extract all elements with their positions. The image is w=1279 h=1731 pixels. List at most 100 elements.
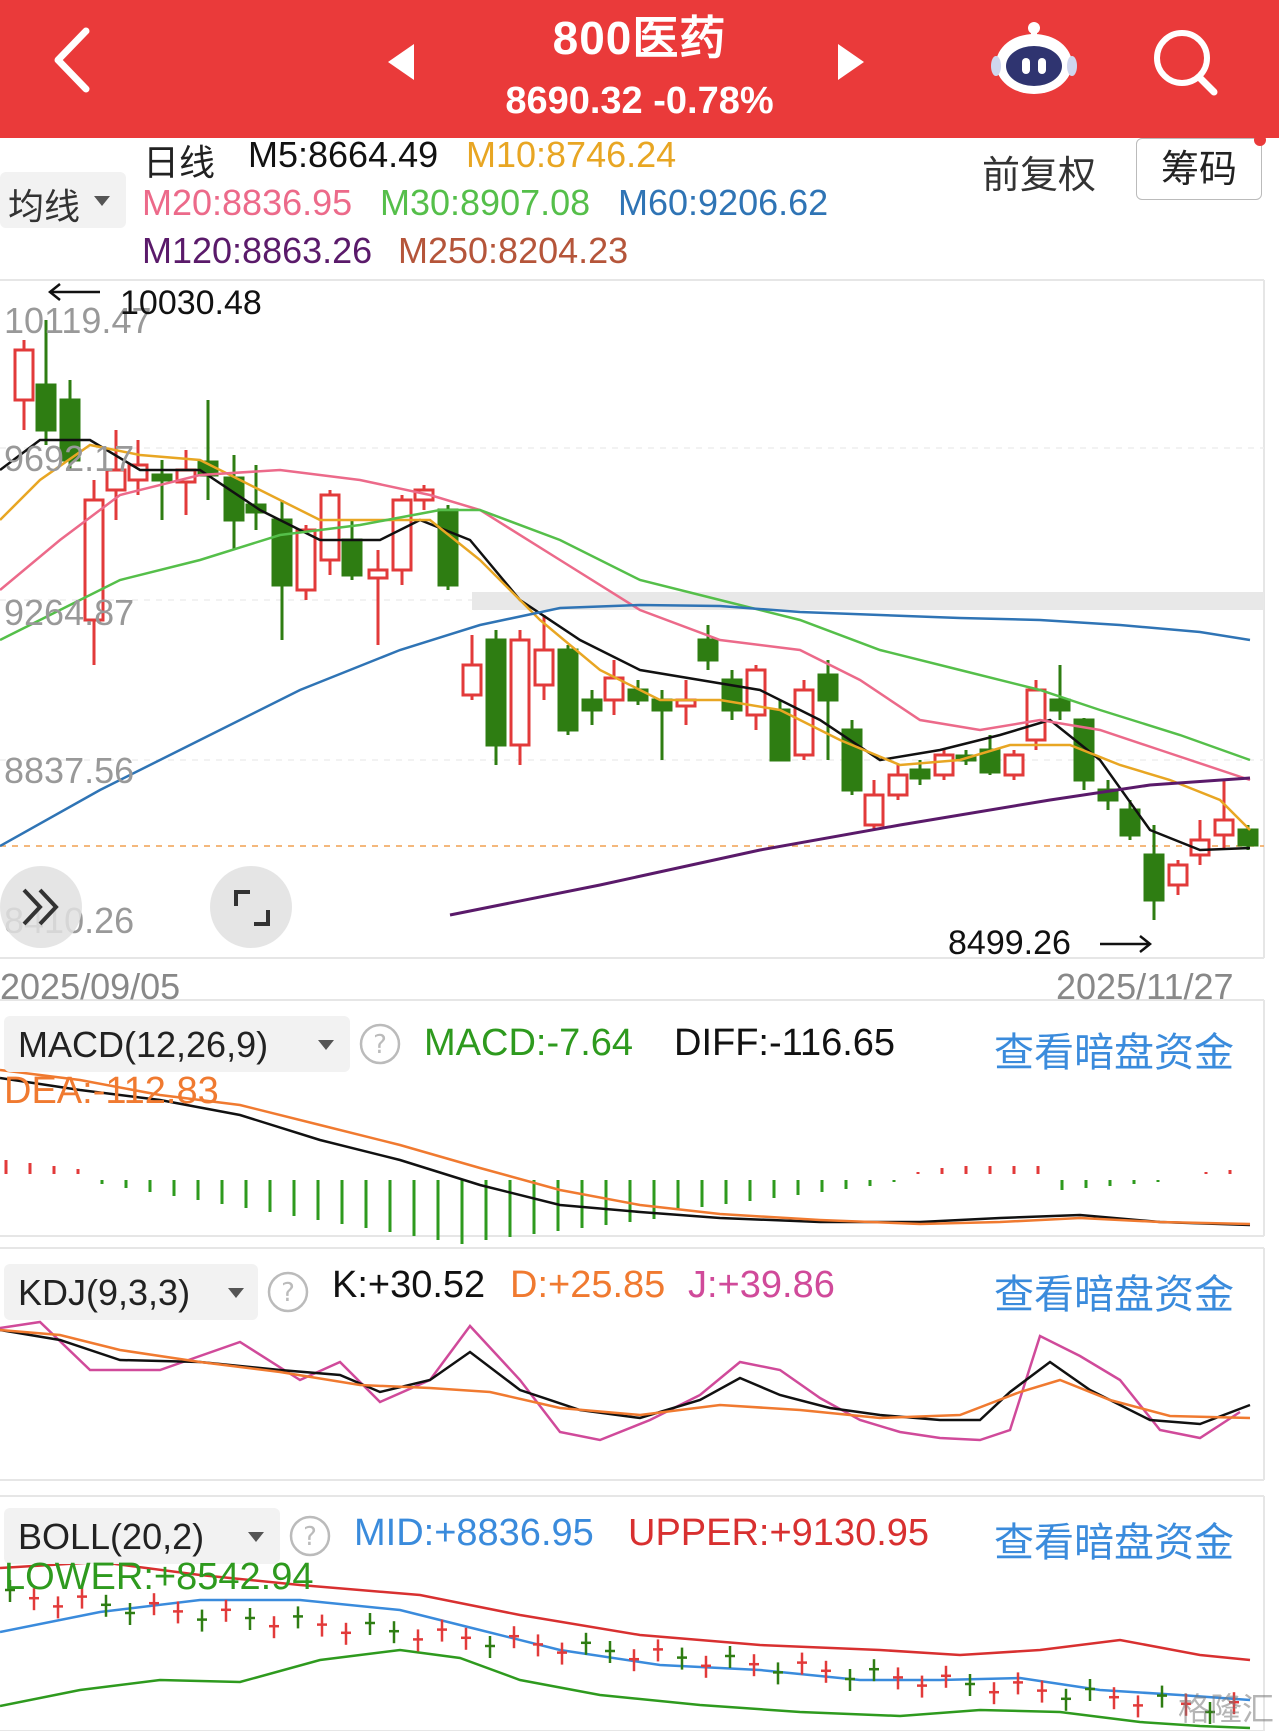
candle-body [341, 538, 363, 577]
help-icon[interactable]: ? [288, 1514, 332, 1558]
candle-body [461, 663, 483, 697]
d-value: D:+25.85 [510, 1264, 666, 1306]
boll-lower-line [0, 1648, 1251, 1730]
ma60-line [0, 603, 1251, 848]
page-title: 800医药 [552, 12, 727, 64]
candle-body [105, 468, 127, 492]
candle-body [533, 648, 555, 687]
watermark: 格隆汇 [1178, 1691, 1275, 1727]
ma-selector-label: 均线 [8, 186, 81, 227]
caret-down-icon [248, 1532, 264, 1542]
fullscreen-icon [234, 890, 270, 926]
dea-line [0, 1068, 1251, 1226]
candle-body [367, 568, 389, 580]
boll-dark-pool-link[interactable]: 查看暗盘资金 [994, 1521, 1234, 1565]
ma-label: M5:8664.49 [248, 134, 439, 175]
boll-upper-line [0, 1560, 1251, 1662]
candle-body [887, 773, 909, 797]
app-header: 800医药 8690.32 -0.78% [0, 0, 1279, 138]
ma30-line [0, 508, 1251, 762]
kdj-selector-label: KDJ(9,3,3) [18, 1272, 191, 1313]
diff-line [0, 1076, 1251, 1227]
price-tick-label: 10119.47 [4, 300, 152, 341]
candle-body [817, 673, 839, 702]
boll-mid-line [0, 1598, 1251, 1702]
kdj-dark-pool-link[interactable]: 查看暗盘资金 [994, 1273, 1234, 1317]
candle-body [295, 528, 317, 592]
j-line [0, 1320, 1241, 1442]
svg-text:?: ? [373, 1030, 387, 1060]
candle-body [437, 508, 459, 587]
candle-body [485, 638, 507, 747]
ma-label: M250:8204.23 [398, 230, 629, 271]
d-line [0, 1328, 1251, 1420]
ma-label: M30:8907.08 [380, 182, 591, 223]
help-icon[interactable]: ? [266, 1270, 310, 1314]
candle-body [35, 383, 57, 432]
macd-dark-pool-link[interactable]: 查看暗盘资金 [994, 1031, 1234, 1075]
svg-text:?: ? [281, 1278, 295, 1308]
diff-value: DIFF:-116.65 [674, 1022, 896, 1064]
period-label[interactable]: 日线 [143, 142, 216, 183]
ma-label: M20:8836.95 [142, 182, 353, 223]
triangle-left-icon[interactable] [386, 42, 416, 82]
candle-body [581, 698, 603, 712]
candle-body [1167, 863, 1189, 887]
robot-icon[interactable] [990, 18, 1078, 100]
search-icon[interactable] [1150, 26, 1220, 98]
ma-label: M120:8863.26 [142, 230, 373, 271]
adjust-button[interactable]: 前复权 [982, 155, 1097, 197]
chips-button[interactable]: 筹码 [1136, 138, 1262, 200]
date-end-label: 2025/11/27 [1056, 966, 1234, 1007]
fullscreen-button[interactable] [210, 866, 292, 948]
kdj-selector[interactable]: KDJ(9,3,3) [4, 1264, 258, 1320]
price-tick-label: 9264.87 [4, 592, 135, 633]
triangle-right-icon[interactable] [836, 42, 866, 82]
candle-body [1025, 688, 1047, 742]
ma5-line [0, 438, 1251, 852]
current-price: 8690.32 [505, 80, 643, 122]
low-price-label: 8499.26 [948, 924, 1071, 962]
ma-label: M10:8746.24 [466, 134, 677, 175]
candle-body [1049, 698, 1071, 712]
candle-body [557, 648, 579, 732]
candle-body [909, 768, 931, 780]
ma-selector[interactable]: 均线 [0, 172, 126, 228]
double-chevron-right-icon [22, 888, 59, 926]
dea-value: DEA:-112.83 [4, 1070, 219, 1112]
candle-body [697, 638, 719, 662]
macd-selector-label: MACD(12,26,9) [18, 1024, 269, 1065]
candle-body [13, 348, 35, 402]
candle-body [271, 518, 293, 587]
k-line [0, 1328, 1251, 1426]
k-value: K:+30.52 [332, 1264, 486, 1306]
candle-body [1119, 808, 1141, 837]
boll-upper-value: UPPER:+9130.95 [628, 1512, 930, 1554]
ma20-line [0, 468, 1251, 782]
candle-body [769, 708, 791, 762]
price-tick-label: 8837.56 [4, 750, 135, 791]
candle-body [1143, 853, 1165, 902]
caret-down-icon [228, 1288, 244, 1298]
svg-text:?: ? [303, 1522, 317, 1552]
ma-label: M60:9206.62 [618, 182, 829, 223]
candle-body [651, 698, 673, 712]
macd-selector[interactable]: MACD(12,26,9) [4, 1016, 350, 1072]
candle-body [1237, 828, 1259, 847]
candle-body [933, 753, 955, 777]
boll-selector[interactable]: BOLL(20,2) [4, 1508, 280, 1564]
candle-body [151, 473, 173, 482]
candle-body [863, 793, 885, 827]
ma10-line [0, 443, 1251, 831]
help-icon[interactable]: ? [358, 1022, 402, 1066]
high-price-label: 10030.48 [120, 284, 262, 322]
candle-body [841, 728, 863, 792]
price-summary: 8690.32 -0.78% [0, 80, 1279, 123]
macd-value: MACD:-7.64 [424, 1022, 634, 1064]
notification-dot [1254, 134, 1266, 146]
chevron-left-icon[interactable] [50, 25, 95, 95]
expand-sidebar-button[interactable] [0, 866, 82, 948]
candle-body [223, 476, 245, 522]
caret-down-icon [94, 196, 110, 206]
